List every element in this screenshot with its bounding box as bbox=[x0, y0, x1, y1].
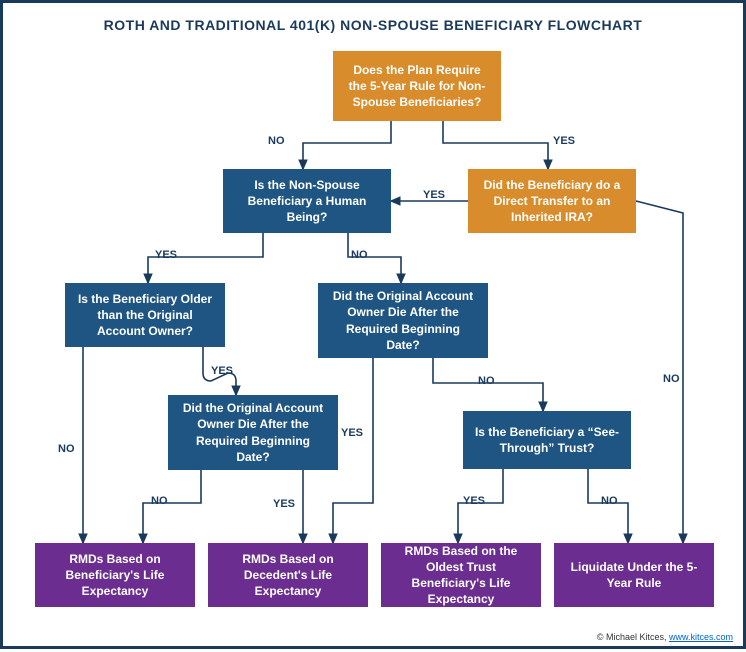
node-n7: Is the Beneficiary a “See-Through” Trust… bbox=[463, 411, 631, 469]
node-n3: Did the Beneficiary do a Direct Transfer… bbox=[468, 169, 636, 233]
edge-label-12: NO bbox=[601, 495, 618, 507]
credit-line: © Michael Kitces, www.kitces.com bbox=[597, 632, 733, 642]
edge-9 bbox=[333, 358, 373, 543]
node-n2: Is the Non-Spouse Beneficiary a Human Be… bbox=[223, 169, 391, 233]
edge-label-5: YES bbox=[211, 365, 233, 377]
edge-label-9: YES bbox=[341, 427, 363, 439]
edge-1 bbox=[443, 121, 548, 169]
credit-text: © Michael Kitces, bbox=[597, 632, 669, 642]
node-r4: Liquidate Under the 5-Year Rule bbox=[554, 543, 714, 607]
edge-label-3: YES bbox=[155, 249, 177, 261]
edge-13 bbox=[636, 201, 683, 543]
edge-label-13: NO bbox=[663, 373, 680, 385]
credit-link[interactable]: www.kitces.com bbox=[669, 632, 733, 642]
edge-0 bbox=[303, 121, 391, 169]
edge-label-8: YES bbox=[273, 498, 295, 510]
edge-label-10: NO bbox=[478, 375, 495, 387]
edge-label-1: YES bbox=[553, 135, 575, 147]
edge-label-2: YES bbox=[423, 189, 445, 201]
edge-label-6: NO bbox=[58, 443, 75, 455]
edge-label-7: NO bbox=[151, 495, 168, 507]
node-n4: Is the Beneficiary Older than the Origin… bbox=[65, 283, 225, 347]
edge-label-4: NO bbox=[351, 249, 368, 261]
node-n1: Does the Plan Require the 5-Year Rule fo… bbox=[333, 51, 501, 121]
edge-label-11: YES bbox=[463, 495, 485, 507]
node-n5: Did the Original Account Owner Die After… bbox=[318, 283, 488, 358]
node-r2: RMDs Based on Decedent's Life Expectancy bbox=[208, 543, 368, 607]
node-n6: Did the Original Account Owner Die After… bbox=[168, 395, 338, 470]
edge-label-0: NO bbox=[268, 135, 285, 147]
node-r1: RMDs Based on Beneficiary's Life Expecta… bbox=[35, 543, 195, 607]
node-r3: RMDs Based on the Oldest Trust Beneficia… bbox=[381, 543, 541, 607]
flowchart-frame: ROTH AND TRADITIONAL 401(K) NON-SPOUSE B… bbox=[0, 0, 746, 649]
